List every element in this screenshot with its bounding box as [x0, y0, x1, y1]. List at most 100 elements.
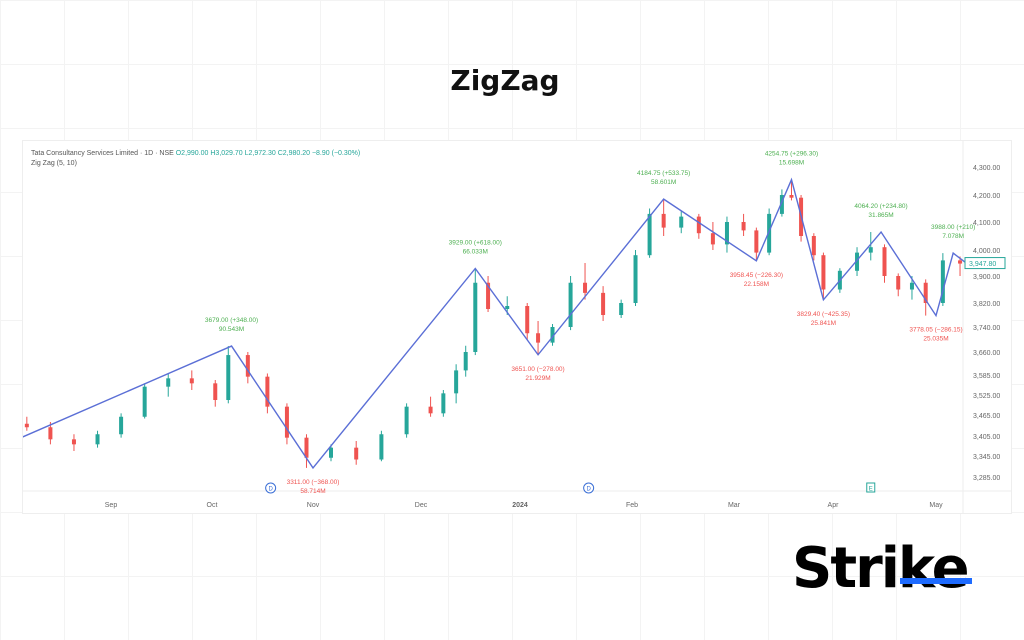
candle-body [724, 222, 729, 245]
pivot-label: 3958.45 (−226.30) [730, 272, 783, 279]
pivot-volume: 58.601M [651, 179, 676, 186]
candle-body [909, 282, 914, 290]
x-tick-label: Mar [728, 502, 741, 509]
candle-body [779, 195, 784, 214]
candle-body [601, 292, 606, 315]
candle-body [741, 222, 746, 231]
pivot-label: 3651.00 (−278.00) [511, 366, 564, 373]
last-price-box [964, 257, 1006, 270]
candle-body [647, 213, 652, 256]
pivot-label: 4064.20 (+234.80) [854, 203, 907, 210]
event-marker-label: D [268, 487, 273, 493]
candle-body [789, 195, 794, 198]
strike-logo: Strike [792, 536, 970, 601]
pivot-label: 4254.75 (+296.30) [765, 151, 818, 158]
candle-body [679, 216, 684, 228]
candle-body [95, 434, 100, 445]
candle-body [821, 255, 826, 290]
candle-body [868, 247, 873, 253]
candle-body [855, 252, 860, 271]
candle-body [428, 406, 433, 414]
candle-body [404, 406, 409, 435]
candle-body [265, 376, 270, 407]
candle-body [505, 306, 510, 309]
candle-body [48, 427, 53, 440]
candlestick-chart[interactable]: 4,300.00 4,200.00 4,100.00 4,000.00 3,900.00… [23, 141, 1011, 513]
candle-body [226, 355, 231, 400]
candle-body [923, 282, 928, 303]
candle-body [583, 282, 588, 293]
candle-body [633, 255, 638, 303]
y-tick-label: 4,300.00 [973, 165, 1000, 172]
zigzag-line [23, 177, 968, 470]
pivot-volume: 58.714M [300, 488, 325, 495]
last-price-label: 3,947.80 [969, 261, 996, 268]
candle-body [896, 276, 901, 290]
pivot-label: 3311.00 (−368.00) [287, 479, 340, 486]
y-tick-label: 4,200.00 [973, 193, 1000, 200]
event-marker [866, 482, 876, 493]
x-tick-label: May [929, 502, 943, 509]
x-tick-label: Oct [207, 502, 218, 509]
candle-body [284, 406, 289, 438]
x-tick-label: Dec [415, 502, 428, 509]
pivot-label: 3988.00 (+210) [931, 224, 975, 231]
indicator-label[interactable]: Zig Zag (5, 10) [31, 160, 77, 167]
y-tick-label: 3,660.00 [973, 350, 1000, 357]
event-marker-label: D [586, 487, 591, 493]
event-marker [265, 482, 277, 494]
candle-body [525, 306, 530, 334]
y-tick-label: 3,285.00 [973, 475, 1000, 482]
pivot-volume: 25.035M [923, 336, 948, 343]
candle-body [696, 216, 701, 234]
y-tick-label: 4,000.00 [973, 248, 1000, 255]
candle-body [245, 355, 250, 377]
candle-body [619, 303, 624, 315]
candle-body [958, 260, 963, 264]
candle-body [71, 439, 76, 445]
candle-body [304, 437, 309, 458]
logo-accent-bar [900, 578, 972, 584]
pivot-label: 3829.40 (−425.35) [797, 311, 850, 318]
candle-body [940, 260, 945, 303]
y-tick-label: 3,820.00 [973, 301, 1000, 308]
candle-body [536, 333, 541, 343]
candle-body [213, 383, 218, 400]
chart-panel[interactable]: 4,300.00 4,200.00 4,100.00 4,000.00 3,900.00… [22, 140, 1012, 514]
candle-body [767, 213, 772, 253]
pivot-volume: 22.158M [744, 281, 769, 288]
event-marker [583, 482, 595, 494]
pivot-label: 3679.00 (+348.00) [205, 317, 258, 324]
candle-body [486, 282, 491, 309]
pivot-volume: 31.865M [868, 212, 893, 219]
y-tick-label: 4,100.00 [973, 220, 1000, 227]
pivot-volume: 7.078M [942, 233, 964, 240]
pivot-volume: 15.698M [779, 160, 804, 167]
pivot-volume: 21.929M [525, 375, 550, 382]
candle-body [24, 423, 29, 428]
x-tick-label: Apr [828, 502, 840, 509]
candle-body [882, 247, 887, 276]
symbol-label: Tata Consultancy Services Limited · 1D ·… [31, 150, 174, 157]
candle-body [189, 378, 194, 384]
pivot-volume: 90.543M [219, 326, 244, 333]
candle-body [166, 378, 171, 387]
candle-body [329, 447, 333, 458]
candle-body [568, 282, 573, 327]
page-title: ZigZag [450, 64, 560, 97]
chart-header: Tata Consultancy Services Limited · 1D ·… [31, 149, 360, 169]
candle-body [811, 236, 816, 256]
x-tick-label: Sep [105, 502, 118, 509]
ohlc-readout: O2,990.00 H3,029.70 L2,972.30 C2,980.20 … [175, 150, 361, 157]
candle-body [441, 393, 446, 414]
candle-body [473, 282, 478, 352]
pivot-label: 4184.75 (+533.75) [637, 170, 690, 177]
candle-body [710, 233, 715, 245]
candle-body [354, 447, 359, 460]
y-tick-label: 3,405.00 [973, 434, 1000, 441]
pivot-volume: 66.033M [463, 248, 488, 255]
candle-body [454, 370, 459, 394]
candle-body [463, 352, 468, 371]
y-tick-label: 3,740.00 [973, 325, 1000, 332]
candle-body [142, 386, 147, 417]
